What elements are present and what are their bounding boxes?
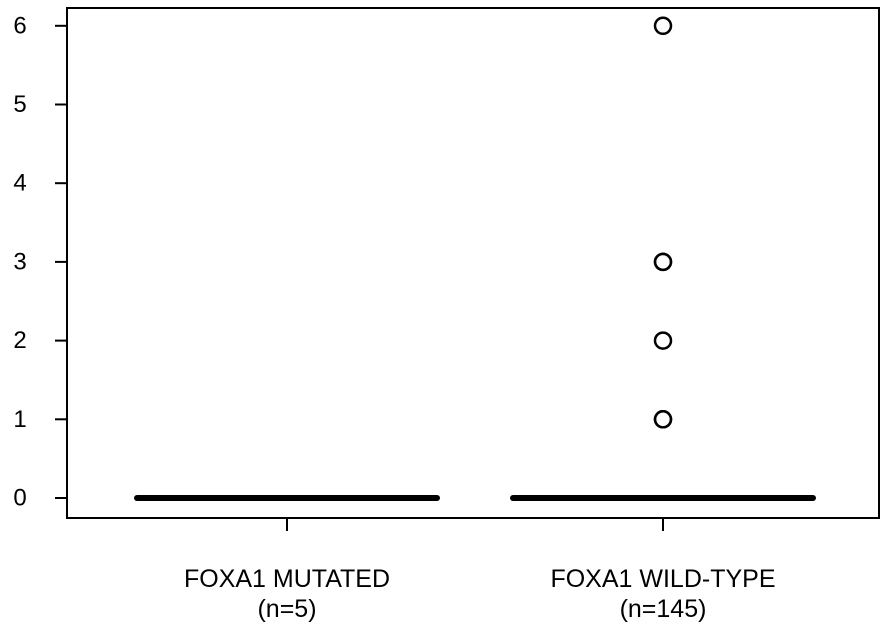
boxes xyxy=(134,16,816,501)
outlier-point xyxy=(653,410,673,429)
outlier-point xyxy=(653,331,673,350)
y-tick-label: 4 xyxy=(13,170,26,197)
plot-frame xyxy=(66,7,880,519)
x-tick-label: FOXA1 MUTATED xyxy=(184,565,390,593)
y-tick-label: 5 xyxy=(13,91,26,118)
y-tick-label: 2 xyxy=(13,327,26,354)
y-axis: 0 1 2 3 4 5 6 xyxy=(13,12,68,512)
x-tick-sublabel: (n=5) xyxy=(257,595,316,623)
y-tick-label: 3 xyxy=(13,248,26,275)
x-axis: FOXA1 MUTATED(n=5) FOXA1 WILD-TYPE(n=145) xyxy=(184,518,776,623)
y-tick-label: 0 xyxy=(13,485,26,512)
y-tick-label: 6 xyxy=(13,12,26,39)
outlier-point xyxy=(653,252,673,272)
outlier-point xyxy=(653,16,673,36)
x-tick-label: FOXA1 WILD-TYPE xyxy=(550,565,775,593)
x-tick-sublabel: (n=145) xyxy=(620,595,707,623)
y-tick-label: 1 xyxy=(13,406,26,433)
